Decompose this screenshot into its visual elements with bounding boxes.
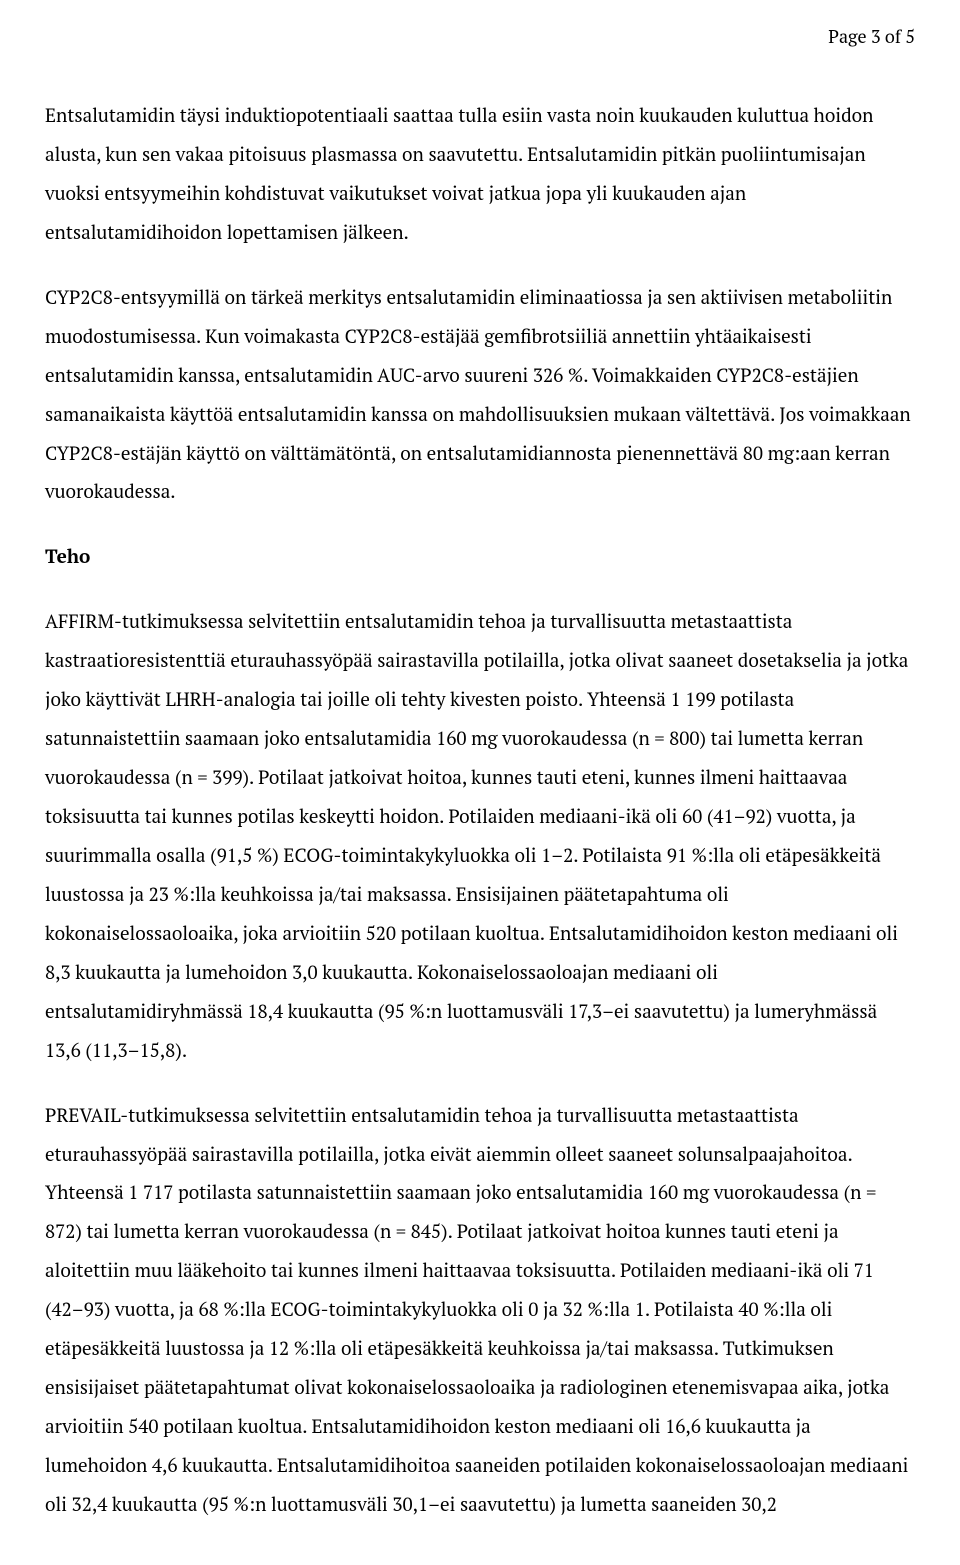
paragraph-3: AFFIRM-tutkimuksessa selvitettiin entsal… xyxy=(45,603,915,1070)
document-page: Page 3 of 5 Entsalutamidin täysi indukti… xyxy=(0,0,960,1565)
section-heading-teho: Teho xyxy=(45,538,915,577)
page-indicator: Page 3 of 5 xyxy=(45,25,915,49)
paragraph-4: PREVAIL-tutkimuksessa selvitettiin entsa… xyxy=(45,1097,915,1525)
paragraph-1: Entsalutamidin täysi induktiopotentiaali… xyxy=(45,97,915,253)
paragraph-2: CYP2C8-entsyymillä on tärkeä merkitys en… xyxy=(45,279,915,513)
